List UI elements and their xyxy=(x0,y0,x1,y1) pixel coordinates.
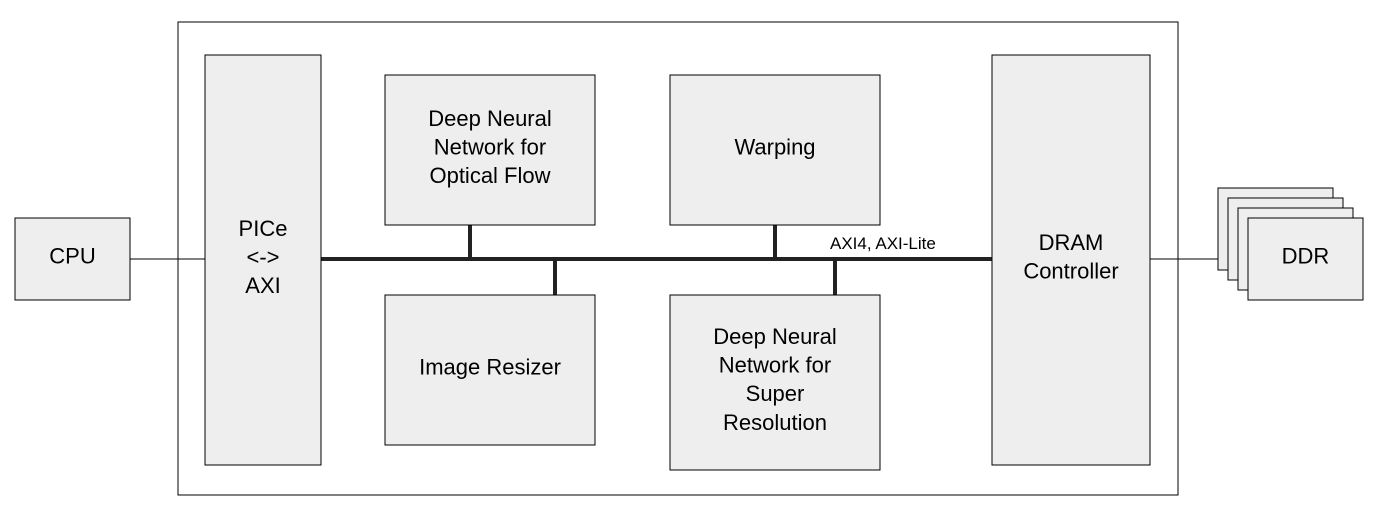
optical-flow-block-label: Deep Neural xyxy=(428,106,552,131)
optical-flow-block-label: Optical Flow xyxy=(429,163,550,188)
image-resizer-block: Image Resizer xyxy=(385,295,595,445)
cpu-block: CPU xyxy=(15,218,130,300)
ddr-block-label: DDR xyxy=(1282,243,1330,268)
pcie-axi-block-label: AXI xyxy=(245,273,280,298)
ddr-block: DDR xyxy=(1218,188,1363,300)
pcie-axi-block-label: PICe xyxy=(239,216,288,241)
bus-label: AXI4, AXI-Lite xyxy=(830,234,936,253)
warping-block-label: Warping xyxy=(734,134,815,159)
dram-controller-block-label: DRAM xyxy=(1039,230,1104,255)
super-resolution-block: Deep Neural Network for Super Resolution xyxy=(670,295,880,470)
super-resolution-block-label: Resolution xyxy=(723,410,827,435)
cpu-block-label: CPU xyxy=(49,243,95,268)
warping-block: Warping xyxy=(670,75,880,225)
super-resolution-block-label: Network for xyxy=(719,353,831,378)
optical-flow-block: Deep Neural Network for Optical Flow xyxy=(385,75,595,225)
dram-controller-block: DRAM Controller xyxy=(992,55,1150,465)
pcie-axi-block: PICe <-> AXI xyxy=(205,55,321,465)
optical-flow-block-label: Network for xyxy=(434,134,546,159)
pcie-axi-block-label: <-> xyxy=(246,244,279,269)
super-resolution-block-label: Super xyxy=(746,381,805,406)
image-resizer-block-label: Image Resizer xyxy=(419,354,561,379)
super-resolution-block-label: Deep Neural xyxy=(713,324,837,349)
dram-controller-block-label: Controller xyxy=(1023,259,1118,284)
